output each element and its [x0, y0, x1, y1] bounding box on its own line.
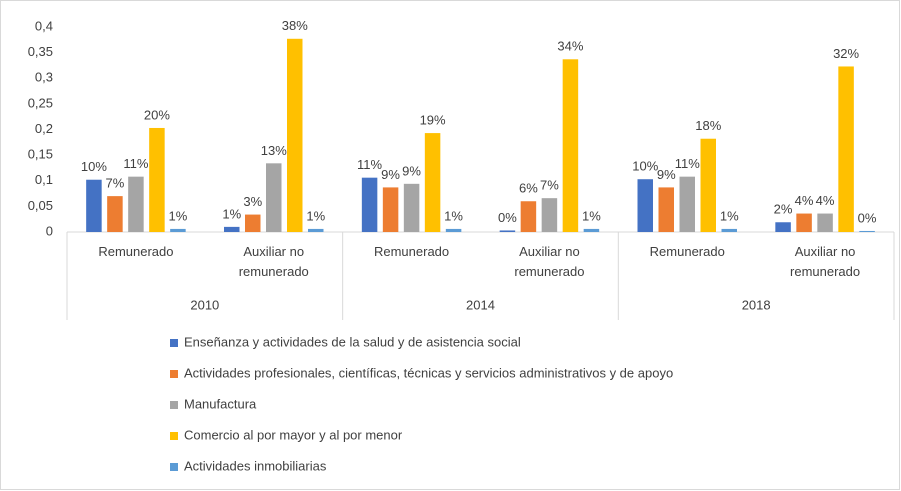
- bar: [224, 226, 240, 232]
- category-label-box: Auxiliar no remunerado: [790, 244, 861, 279]
- category-label-box: Auxiliar no remunerado: [238, 244, 309, 279]
- bar: [541, 198, 558, 232]
- data-label: 1%: [222, 206, 241, 221]
- data-label: 38%: [282, 18, 308, 33]
- data-label: 1%: [444, 208, 463, 223]
- data-label: 7%: [106, 176, 125, 191]
- legend-label: Enseñanza y actividades de la salud y de…: [184, 334, 521, 349]
- bar: [445, 228, 462, 232]
- legend-swatch: [170, 463, 178, 471]
- bar: [838, 66, 854, 233]
- data-label: 1%: [169, 208, 188, 223]
- data-label: 32%: [833, 46, 859, 61]
- bar: [796, 213, 812, 232]
- bar: [700, 138, 716, 232]
- y-tick-label: 0,1: [35, 172, 53, 187]
- bar: [817, 213, 833, 232]
- data-label: 0%: [858, 210, 877, 225]
- x-tick-label: Auxiliar no remunerado: [238, 244, 309, 279]
- bar: [424, 133, 441, 232]
- bar: [562, 59, 579, 232]
- bar: [86, 179, 102, 232]
- data-label: 20%: [144, 107, 170, 122]
- data-label: 13%: [261, 143, 287, 158]
- legend-label: Comercio al por mayor y al por menor: [184, 427, 403, 442]
- data-label: 4%: [795, 193, 814, 208]
- data-label: 9%: [657, 167, 676, 182]
- data-label: 4%: [816, 193, 835, 208]
- bar: [775, 222, 791, 232]
- bar: [583, 228, 600, 232]
- data-label: 6%: [519, 181, 538, 196]
- group-label: 2010: [190, 297, 219, 312]
- bar: [859, 230, 875, 232]
- bar: [382, 187, 399, 232]
- bar: [128, 176, 144, 232]
- category-label-box: Remunerado: [649, 244, 725, 259]
- y-tick-label: 0,15: [28, 147, 53, 162]
- bar: [149, 127, 165, 232]
- bar: [658, 187, 674, 232]
- bar: [403, 183, 420, 232]
- data-label: 11%: [357, 157, 382, 172]
- group-label: 2014: [466, 297, 495, 312]
- data-label: 3%: [243, 194, 262, 209]
- category-label-box: Auxiliar no remunerado: [514, 244, 585, 279]
- bar: [637, 179, 653, 232]
- category-label-box: Remunerado: [98, 244, 174, 259]
- bar: [308, 228, 324, 232]
- data-label: 11%: [123, 156, 148, 171]
- legend-swatch: [170, 432, 178, 440]
- group-label: 2018: [742, 297, 771, 312]
- y-tick-label: 0,05: [28, 198, 53, 213]
- bar: [107, 196, 123, 232]
- data-label: 0%: [498, 210, 517, 225]
- bar: [679, 176, 695, 232]
- x-tick-label: Auxiliar no remunerado: [790, 244, 861, 279]
- legend-swatch: [170, 370, 178, 378]
- data-label: 10%: [81, 159, 107, 174]
- data-label: 34%: [557, 39, 583, 54]
- y-tick-label: 0,35: [28, 44, 53, 59]
- legend-label: Manufactura: [184, 396, 257, 411]
- legend-label: Actividades inmobiliarias: [184, 458, 327, 473]
- data-label: 1%: [306, 208, 325, 223]
- bar: [499, 230, 516, 232]
- legend-label: Actividades profesionales, científicas, …: [184, 365, 673, 380]
- bar: [245, 214, 261, 232]
- data-label: 11%: [675, 156, 700, 171]
- data-label: 9%: [381, 167, 400, 182]
- bar: [266, 163, 282, 232]
- data-label: 2%: [774, 202, 793, 217]
- x-tick-label: Remunerado: [373, 244, 450, 259]
- y-tick-label: 0,3: [35, 70, 53, 85]
- y-tick-label: 0: [46, 223, 53, 238]
- bar: [721, 228, 737, 232]
- data-label: 10%: [632, 159, 658, 174]
- data-label: 1%: [720, 208, 739, 223]
- x-tick-label: Auxiliar no remunerado: [514, 244, 585, 279]
- x-tick-label: Remunerado: [649, 244, 725, 259]
- bar: [287, 38, 303, 232]
- bar: [361, 177, 378, 232]
- legend-swatch: [170, 401, 178, 409]
- y-tick-label: 0,4: [35, 18, 53, 33]
- data-label: 9%: [402, 163, 421, 178]
- data-label: 1%: [582, 208, 601, 223]
- y-tick-label: 0,2: [35, 121, 53, 136]
- category-label-box: Remunerado: [373, 244, 450, 259]
- y-tick-label: 0,25: [28, 95, 53, 110]
- data-label: 18%: [695, 118, 721, 133]
- x-tick-label: Remunerado: [98, 244, 174, 259]
- bar: [170, 228, 186, 232]
- bar: [520, 201, 537, 232]
- data-label: 19%: [420, 113, 446, 128]
- data-label: 7%: [540, 178, 559, 193]
- legend-swatch: [170, 339, 178, 347]
